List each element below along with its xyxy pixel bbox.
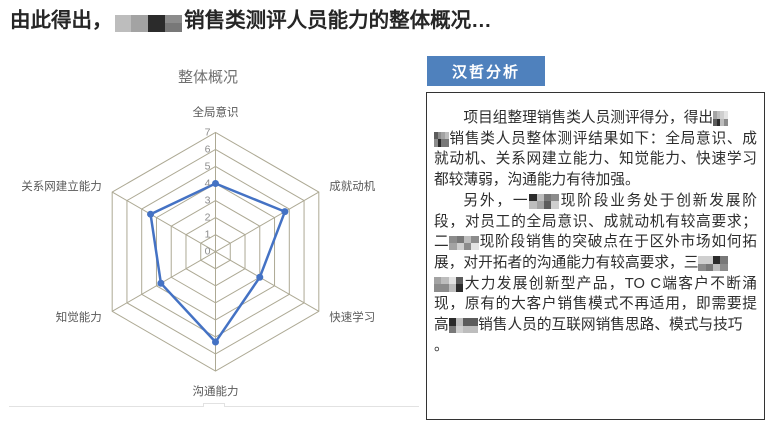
svg-text:4: 4 (205, 178, 211, 190)
svg-text:6: 6 (205, 143, 211, 155)
svg-text:0: 0 (205, 246, 211, 258)
svg-text:2: 2 (205, 212, 211, 224)
svg-text:3: 3 (205, 195, 211, 207)
svg-text:5: 5 (205, 160, 211, 172)
svg-text:1: 1 (205, 229, 211, 241)
svg-text:7: 7 (205, 126, 211, 138)
